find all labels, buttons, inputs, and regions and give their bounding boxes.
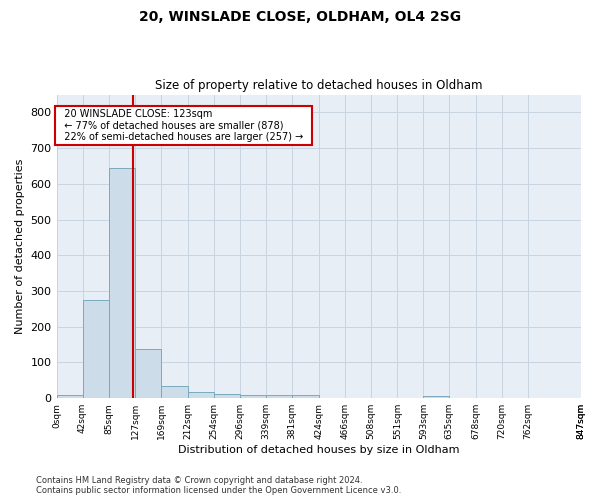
Bar: [83, 300, 109, 398]
Y-axis label: Number of detached properties: Number of detached properties: [15, 158, 25, 334]
Title: Size of property relative to detached houses in Oldham: Size of property relative to detached ho…: [155, 79, 482, 92]
Bar: [56, 396, 83, 398]
Bar: [266, 394, 292, 398]
Bar: [188, 392, 214, 398]
Bar: [424, 396, 449, 398]
Bar: [292, 396, 319, 398]
Bar: [239, 394, 266, 398]
Bar: [109, 168, 135, 398]
Bar: [214, 394, 239, 398]
X-axis label: Distribution of detached houses by size in Oldham: Distribution of detached houses by size …: [178, 445, 459, 455]
Text: 20 WINSLADE CLOSE: 123sqm  
  ← 77% of detached houses are smaller (878)  
  22%: 20 WINSLADE CLOSE: 123sqm ← 77% of detac…: [58, 109, 309, 142]
Bar: [161, 386, 188, 398]
Text: Contains HM Land Registry data © Crown copyright and database right 2024.
Contai: Contains HM Land Registry data © Crown c…: [36, 476, 401, 495]
Bar: [135, 349, 161, 398]
Text: 20, WINSLADE CLOSE, OLDHAM, OL4 2SG: 20, WINSLADE CLOSE, OLDHAM, OL4 2SG: [139, 10, 461, 24]
